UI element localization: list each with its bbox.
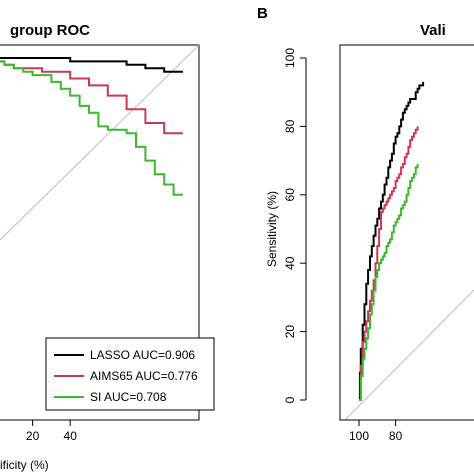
right-y-tick-label: 40 (283, 256, 297, 270)
left-x-axis-label: ificity (%) (0, 458, 49, 472)
right-series-group (358, 81, 425, 401)
left-roc-curve-1 (0, 57, 183, 73)
left-x-ticks: 40200 (26, 420, 78, 443)
right-panel: B Vali 0 20 40 60 80 100 Sensitivity (%) 100 8… (257, 5, 474, 443)
legend-label-aims65: AIMS65 AUC=0.776 (90, 369, 198, 383)
right-panel-letter: B (257, 5, 268, 22)
right-roc-curve-3 (359, 164, 419, 401)
legend-label-lasso: LASSO AUC=0.906 (90, 348, 195, 362)
left-series-group (0, 57, 183, 196)
left-roc-curve-3 (0, 60, 183, 196)
right-y-tick-label: 100 (283, 48, 297, 68)
left-panel: group ROC 40200 ificity (%) LASSO AUC=0.… (0, 22, 215, 472)
right-x-tick-label: 80 (389, 429, 403, 443)
right-y-tick-label: 80 (283, 119, 297, 133)
right-x-ticks: 100 80 (349, 420, 403, 443)
right-panel-title: Vali (420, 22, 446, 39)
right-y-axis-label: Sensitivity (%) (265, 191, 279, 267)
right-y-tick-label: 60 (283, 188, 297, 202)
left-x-tick-label: 40 (64, 429, 78, 443)
right-x-tick-label: 100 (349, 429, 369, 443)
right-y-ticks: 0 20 40 60 80 100 (283, 48, 306, 403)
right-diagonal-reference (344, 289, 474, 421)
right-y-tick-label: 0 (283, 396, 297, 403)
left-x-tick-label: 20 (26, 429, 40, 443)
left-diagonal-reference (0, 44, 200, 241)
right-roc-curve-1 (358, 81, 425, 401)
right-y-tick-label: 20 (283, 325, 297, 339)
left-panel-title: group ROC (10, 22, 90, 39)
right-roc-curve-2 (359, 126, 419, 401)
legend-label-si: SI AUC=0.708 (90, 390, 167, 404)
left-legend: LASSO AUC=0.906 AIMS65 AUC=0.776 SI AUC=… (45, 337, 215, 411)
